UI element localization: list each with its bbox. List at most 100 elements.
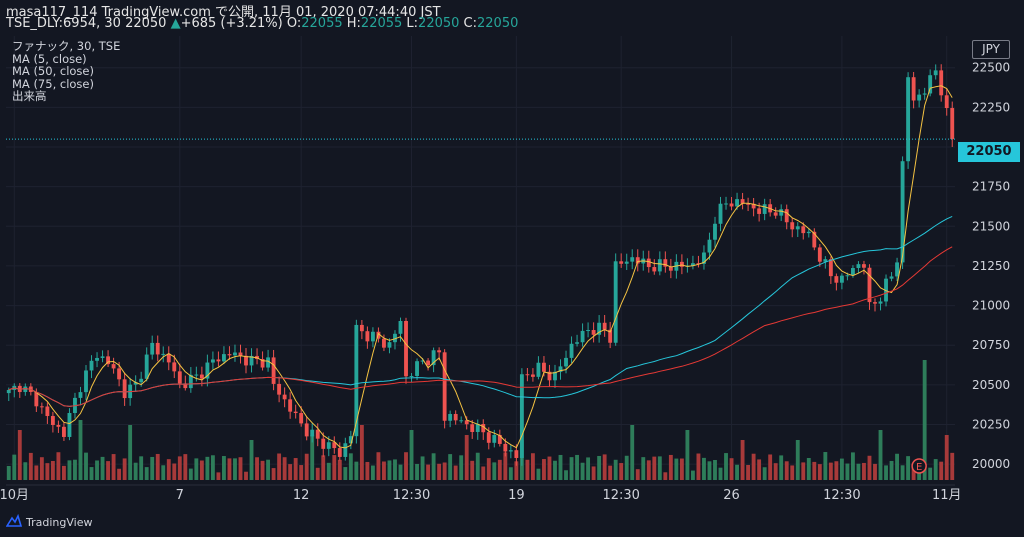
volume-bar: [354, 461, 359, 480]
volume-bar: [343, 467, 348, 480]
volume-bar: [437, 463, 442, 480]
volume-bar: [508, 467, 513, 480]
open-value: 22055: [301, 16, 343, 31]
volume-bar: [702, 457, 706, 480]
candle-body: [155, 342, 160, 355]
time-tick-label: 26: [723, 488, 740, 503]
candle-body: [757, 208, 762, 214]
candle-body: [332, 442, 337, 449]
volume-bar: [166, 459, 171, 480]
volume-bar: [277, 453, 282, 480]
low-value: 22050: [418, 16, 460, 31]
volume-bar: [481, 466, 486, 480]
volume-bar: [641, 457, 646, 480]
candle-body: [690, 263, 695, 266]
candle-body: [895, 262, 899, 277]
volume-bar: [139, 456, 144, 480]
candle-body: [862, 264, 866, 268]
candle-body: [906, 77, 911, 162]
candle-body: [56, 424, 61, 427]
candle-body: [845, 275, 850, 277]
candle-body: [6, 389, 11, 394]
candle-body: [823, 259, 828, 262]
candle-body: [260, 359, 265, 368]
candle-body: [812, 231, 817, 248]
candle-body: [420, 360, 425, 362]
volume-bar: [850, 452, 855, 480]
volume-bar: [111, 454, 116, 480]
volume-bar: [310, 435, 315, 480]
candle-body: [547, 371, 552, 381]
candle-body: [724, 203, 728, 205]
legend-volume[interactable]: 出来高: [12, 89, 47, 103]
last-price-badge: 22050: [958, 142, 1020, 162]
candle-body: [161, 353, 166, 355]
volume-bar: [359, 425, 364, 480]
volume-bar: [50, 460, 55, 480]
volume-bar: [525, 459, 530, 480]
candle-body: [613, 261, 618, 343]
candle-body: [746, 203, 751, 205]
volume-bar: [73, 459, 77, 480]
legend-ma75[interactable]: MA (75, close): [12, 76, 94, 91]
candle-body: [779, 209, 784, 216]
time-axis[interactable]: 10月 7 12 12:30 19 12:30 26 12:30 11月: [0, 484, 961, 503]
candle-body: [762, 204, 767, 214]
volume-bar: [696, 453, 701, 480]
tradingview-brand[interactable]: TradingView: [26, 516, 93, 529]
volume-bar: [28, 452, 33, 480]
candle-body: [668, 266, 673, 271]
volume-bar: [448, 454, 453, 480]
candle-body: [89, 360, 94, 371]
volume-bar: [420, 456, 425, 480]
volume-bar: [663, 472, 668, 480]
volume-bar: [409, 430, 414, 480]
price-axis[interactable]: 20000 20250 20500 20750 21000 21250 21500 21750…: [972, 61, 1010, 471]
volume-bar: [117, 468, 122, 480]
volume-bar: [922, 360, 927, 480]
volume-bar: [784, 461, 789, 480]
legend-symbol[interactable]: ファナック, 30, TSE: [12, 39, 121, 53]
volume-bar: [216, 472, 221, 480]
volume-bar: [619, 463, 624, 480]
tradingview-logo-icon[interactable]: [6, 514, 22, 528]
candle-body: [602, 322, 607, 330]
candle-body: [183, 383, 188, 389]
legend-ma5[interactable]: MA (5, close): [12, 51, 87, 66]
volume-bar: [144, 467, 149, 480]
volume-bar: [602, 454, 607, 480]
candle-body: [652, 267, 657, 272]
volume-bar: [348, 453, 353, 480]
footer: [0, 506, 1024, 537]
candle-body: [437, 350, 442, 353]
volume-bar: [812, 461, 817, 480]
candle-body: [580, 330, 585, 343]
candle-body: [233, 352, 237, 356]
earnings-marker[interactable]: E: [911, 458, 927, 474]
volume-bar: [613, 459, 618, 480]
legend-ma50[interactable]: MA (50, close): [12, 64, 94, 78]
candle-body: [271, 357, 276, 384]
low-label: L:: [406, 16, 419, 31]
candle-body: [514, 450, 519, 458]
candle-body: [227, 354, 232, 356]
last-price: 22050: [125, 16, 167, 31]
candle-body: [133, 382, 138, 385]
volume-bar: [255, 457, 259, 480]
volume-bar: [67, 460, 72, 480]
currency-badge[interactable]: JPY: [972, 40, 1010, 59]
volume-bar: [862, 462, 866, 480]
volume-bar: [299, 465, 304, 480]
volume-bar: [657, 456, 662, 480]
volume-bar: [266, 459, 271, 480]
volume-bar: [635, 469, 640, 480]
volume-bar: [713, 460, 717, 480]
volume-bar: [801, 462, 806, 480]
candle-body: [288, 399, 293, 412]
candle-body: [713, 223, 717, 240]
volume-bar: [288, 464, 293, 480]
volume-bar: [889, 460, 894, 480]
volume-bar: [790, 465, 795, 480]
price-tick-label: 20750: [972, 338, 1010, 352]
